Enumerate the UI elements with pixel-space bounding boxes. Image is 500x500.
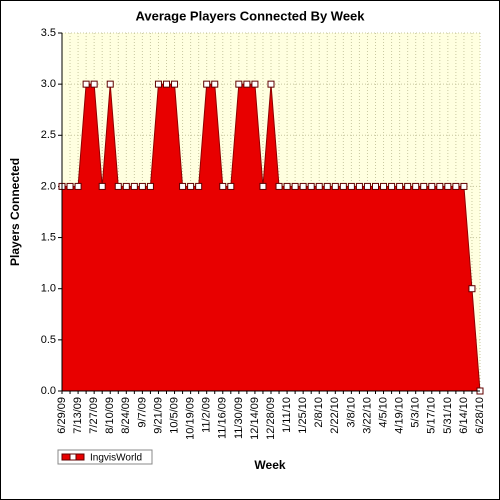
marker xyxy=(203,80,211,88)
x-tick-label: 9/7/09 xyxy=(136,397,148,428)
marker xyxy=(355,182,363,190)
marker xyxy=(227,182,235,190)
y-tick-label: 0.0 xyxy=(41,385,56,397)
marker xyxy=(163,80,170,88)
marker xyxy=(468,285,476,293)
marker xyxy=(195,182,203,190)
marker xyxy=(171,80,179,88)
marker xyxy=(363,182,371,190)
x-tick-label: 3/8/10 xyxy=(345,397,357,428)
marker xyxy=(291,182,299,190)
marker xyxy=(372,182,379,190)
marker xyxy=(420,182,428,190)
x-tick-label: 4/5/10 xyxy=(377,397,389,428)
marker xyxy=(82,80,90,88)
x-tick-label: 3/22/10 xyxy=(361,397,373,434)
marker xyxy=(307,182,315,190)
x-axis-label: Week xyxy=(254,458,285,472)
y-tick-label: 1.0 xyxy=(41,283,56,295)
marker xyxy=(187,182,195,190)
marker xyxy=(404,182,412,190)
y-tick-label: 3.0 xyxy=(41,78,56,90)
x-tick-label: 12/14/09 xyxy=(249,397,261,440)
x-tick-label: 2/8/10 xyxy=(313,397,325,428)
legend-label: IngvisWorld xyxy=(90,453,142,464)
x-tick-label: 5/3/10 xyxy=(410,397,422,428)
legend-marker xyxy=(69,453,77,461)
x-tick-label: 6/14/10 xyxy=(458,397,470,434)
y-tick-label: 0.5 xyxy=(41,334,56,346)
marker xyxy=(235,80,243,88)
x-tick-label: 9/21/09 xyxy=(152,397,164,434)
marker xyxy=(106,80,114,88)
marker xyxy=(219,182,227,190)
x-tick-label: 6/29/09 xyxy=(56,397,68,434)
marker xyxy=(138,182,146,190)
marker xyxy=(259,182,267,190)
y-tick-label: 2.0 xyxy=(41,180,56,192)
marker xyxy=(347,182,355,190)
x-tick-label: 1/11/10 xyxy=(281,397,293,433)
chart-title: Average Players Connected By Week xyxy=(135,8,365,23)
marker xyxy=(436,182,444,190)
marker xyxy=(412,182,420,190)
x-tick-label: 6/28/10 xyxy=(474,397,486,434)
marker xyxy=(339,182,347,190)
marker xyxy=(179,182,187,190)
x-tick-label: 11/16/09 xyxy=(217,397,229,439)
x-tick-label: 12/28/09 xyxy=(265,397,277,440)
marker xyxy=(66,182,74,190)
marker xyxy=(122,182,130,190)
marker xyxy=(74,182,82,190)
x-tick-label: 10/5/09 xyxy=(168,397,180,434)
marker xyxy=(251,80,259,88)
marker xyxy=(299,182,307,190)
x-tick-label: 10/19/09 xyxy=(185,397,197,440)
marker xyxy=(130,182,138,190)
marker xyxy=(315,182,323,190)
x-tick-label: 7/27/09 xyxy=(88,397,100,434)
marker xyxy=(331,182,339,190)
x-tick-label: 8/24/09 xyxy=(120,397,132,434)
marker xyxy=(380,182,388,190)
y-tick-label: 1.5 xyxy=(41,231,56,243)
x-tick-label: 5/31/10 xyxy=(442,397,454,434)
marker xyxy=(90,80,98,88)
marker xyxy=(146,182,154,190)
marker xyxy=(154,80,162,88)
marker xyxy=(243,80,251,88)
y-tick-label: 2.5 xyxy=(41,129,56,141)
marker xyxy=(267,80,275,88)
marker xyxy=(444,182,452,190)
x-tick-label: 11/2/09 xyxy=(201,397,213,433)
x-tick-label: 7/13/09 xyxy=(72,397,84,434)
x-tick-label: 4/19/10 xyxy=(394,397,406,434)
x-tick-label: 11/30/09 xyxy=(233,397,245,439)
y-tick-label: 3.5 xyxy=(41,27,56,39)
marker xyxy=(452,182,460,190)
x-tick-label: 1/25/10 xyxy=(297,397,309,434)
x-tick-label: 2/22/10 xyxy=(329,397,341,434)
marker xyxy=(98,182,106,190)
y-axis-label: Players Connected xyxy=(8,158,22,266)
marker xyxy=(283,182,291,190)
marker xyxy=(323,182,331,190)
marker xyxy=(275,182,283,190)
marker xyxy=(114,182,122,190)
x-tick-label: 8/10/09 xyxy=(104,397,116,434)
x-tick-label: 5/17/10 xyxy=(426,397,438,434)
marker xyxy=(396,182,404,190)
marker xyxy=(211,80,219,88)
marker xyxy=(428,182,436,190)
marker xyxy=(460,182,468,190)
marker xyxy=(388,182,396,190)
